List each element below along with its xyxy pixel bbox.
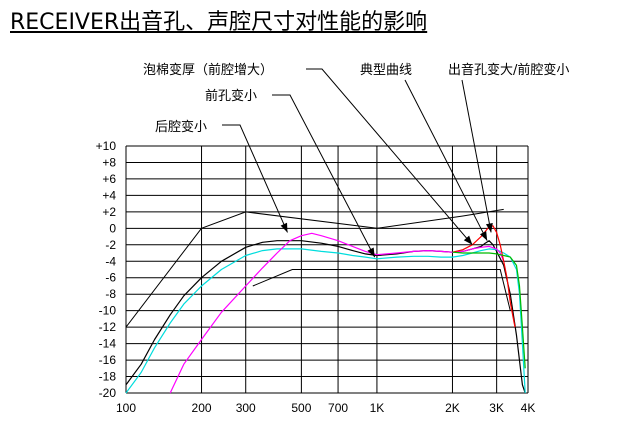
series-line bbox=[125, 240, 526, 394]
series-line bbox=[125, 248, 526, 394]
annotation-leader bbox=[404, 79, 488, 241]
arrowhead bbox=[280, 222, 288, 233]
y-tick-label: -16 bbox=[99, 353, 117, 367]
series-line bbox=[169, 232, 505, 394]
y-tick-label: -20 bbox=[99, 386, 117, 400]
arrowhead bbox=[463, 235, 473, 245]
y-tick-label: +4 bbox=[102, 188, 116, 202]
arrowhead bbox=[367, 247, 375, 258]
x-tick-label: 3K bbox=[489, 401, 504, 415]
y-tick-label: +6 bbox=[102, 172, 116, 186]
tolerance-lines bbox=[125, 208, 511, 328]
arrowhead bbox=[479, 231, 488, 241]
annotation-label: 典型曲线 bbox=[360, 63, 412, 78]
page-title: RECEIVER出音孔、声腔尺寸对性能的影响 bbox=[10, 10, 428, 35]
series-line bbox=[452, 225, 516, 328]
x-tick-label: 300 bbox=[236, 401, 256, 415]
annotation-leader bbox=[222, 124, 288, 233]
y-tick-label: -10 bbox=[99, 304, 117, 318]
series-lines bbox=[125, 225, 526, 394]
annotation-label: 出音孔变大/前腔变小 bbox=[448, 62, 569, 78]
y-tick-label: -6 bbox=[105, 271, 116, 285]
x-tick-label: 2K bbox=[445, 401, 460, 415]
y-tick-label: -4 bbox=[105, 254, 116, 268]
y-tick-label: +10 bbox=[96, 139, 117, 153]
x-tick-label: 200 bbox=[192, 401, 212, 415]
x-tick-label: 100 bbox=[116, 401, 136, 415]
arrowhead bbox=[485, 222, 493, 233]
x-tick-label: 500 bbox=[291, 401, 311, 415]
y-tick-label: 0 bbox=[109, 221, 116, 235]
tolerance-line bbox=[252, 269, 511, 311]
tolerance-line bbox=[125, 208, 504, 328]
x-tick-label: 1K bbox=[370, 401, 385, 415]
x-tick-label: 700 bbox=[328, 401, 348, 415]
series-line bbox=[452, 251, 526, 369]
annotation-label: 泡棉变厚（前腔增大） bbox=[143, 62, 273, 78]
annotation-label: 后腔变小 bbox=[155, 119, 207, 135]
y-axis-ticks: +10 +8 +6 +4 +2 0 -2 -4 -6 -8 -10 -12 -14 -16 -18 -20 bbox=[96, 139, 117, 400]
y-tick-label: -18 bbox=[99, 370, 117, 384]
y-tick-label: -12 bbox=[99, 320, 117, 334]
y-tick-label: -2 bbox=[105, 238, 116, 252]
annotation-label: 前孔变小 bbox=[205, 88, 257, 104]
y-tick-label: +8 bbox=[102, 155, 116, 169]
x-tick-label: 4K bbox=[521, 401, 536, 415]
annotation-leader bbox=[461, 79, 492, 233]
annotation-leader bbox=[306, 68, 473, 246]
y-tick-label: +2 bbox=[102, 205, 116, 219]
x-axis-ticks: 100 200 300 500 700 1K 2K 3K 4K bbox=[116, 401, 535, 415]
annotation-leader bbox=[272, 94, 376, 258]
y-tick-label: -14 bbox=[99, 337, 117, 351]
y-tick-label: -8 bbox=[105, 287, 116, 301]
